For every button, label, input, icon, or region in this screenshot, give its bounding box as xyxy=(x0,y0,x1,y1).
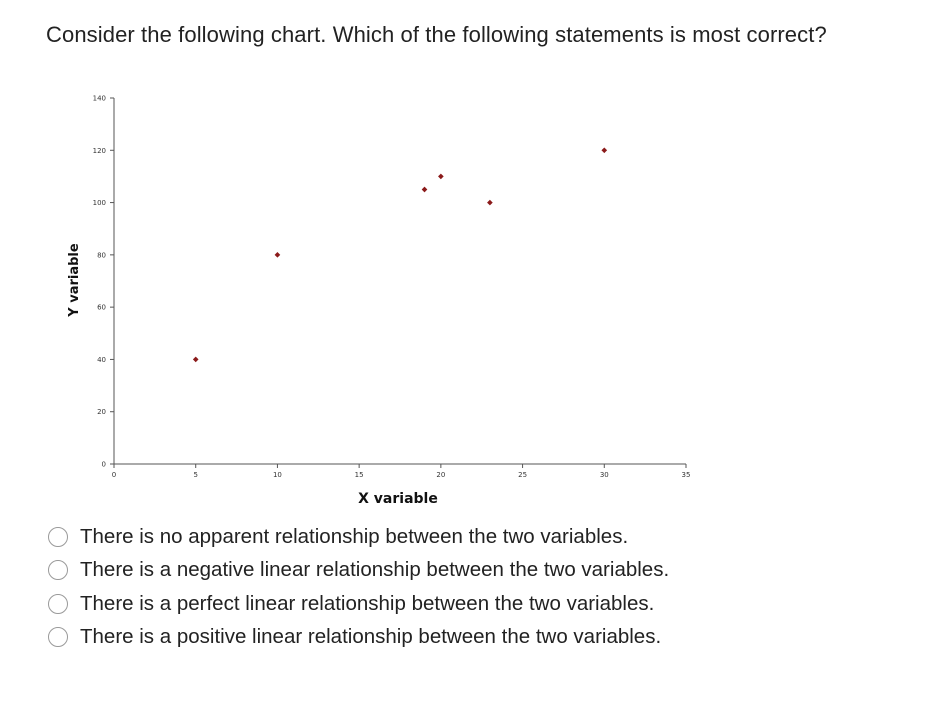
data-point xyxy=(487,199,493,206)
x-tick-label: 35 xyxy=(682,471,691,479)
radio-button[interactable] xyxy=(48,560,68,581)
chart-points xyxy=(192,147,608,363)
x-tick-label: 5 xyxy=(193,471,197,479)
question-text: Consider the following chart. Which of t… xyxy=(46,22,827,47)
data-point xyxy=(438,173,444,180)
y-axis-label: Y variable xyxy=(67,243,82,318)
option-positive-linear[interactable]: There is a positive linear relationship … xyxy=(48,621,669,655)
x-tick-label: 20 xyxy=(436,471,445,479)
y-tick-label: 40 xyxy=(97,356,106,364)
option-no-relationship[interactable]: There is no apparent relationship betwee… xyxy=(48,520,669,554)
x-axis-label: X variable xyxy=(358,491,438,507)
data-point xyxy=(192,356,199,363)
x-tick-label: 30 xyxy=(600,471,609,479)
scatter-chart: 0 20 40 60 80 100 120 140 0 5 10 15 20 25 30 35 X varia… xyxy=(67,95,691,508)
y-tick-label: 60 xyxy=(97,304,106,312)
radio-button[interactable] xyxy=(48,526,68,547)
x-tick-label: 10 xyxy=(273,471,282,479)
answer-options: There is no apparent relationship betwee… xyxy=(48,520,669,654)
y-tick-label: 80 xyxy=(97,251,106,259)
data-point xyxy=(274,252,281,258)
y-tick-label: 100 xyxy=(93,199,106,207)
option-label: There is a negative linear relationship … xyxy=(80,558,670,582)
x-tick-label: 15 xyxy=(355,471,364,479)
x-tick-label: 0 xyxy=(112,471,116,479)
data-point xyxy=(421,186,428,193)
option-label: There is a perfect linear relationship b… xyxy=(80,591,655,615)
option-label: There is no apparent relationship betwee… xyxy=(80,524,629,548)
y-tick-label: 140 xyxy=(93,95,106,103)
x-tick-label: 25 xyxy=(518,471,527,479)
radio-button[interactable] xyxy=(48,593,68,614)
radio-button[interactable] xyxy=(48,627,68,648)
option-label: There is a positive linear relationship … xyxy=(80,625,662,649)
data-point xyxy=(601,147,608,154)
option-negative-linear[interactable]: There is a negative linear relationship … xyxy=(48,554,669,588)
y-tick-label: 0 xyxy=(102,461,106,469)
y-tick-label: 20 xyxy=(97,408,106,416)
option-perfect-linear[interactable]: There is a perfect linear relationship b… xyxy=(48,587,669,621)
chart-axes: 0 20 40 60 80 100 120 140 0 5 10 15 20 25 30 35 xyxy=(93,95,691,480)
y-tick-label: 120 xyxy=(93,147,106,155)
